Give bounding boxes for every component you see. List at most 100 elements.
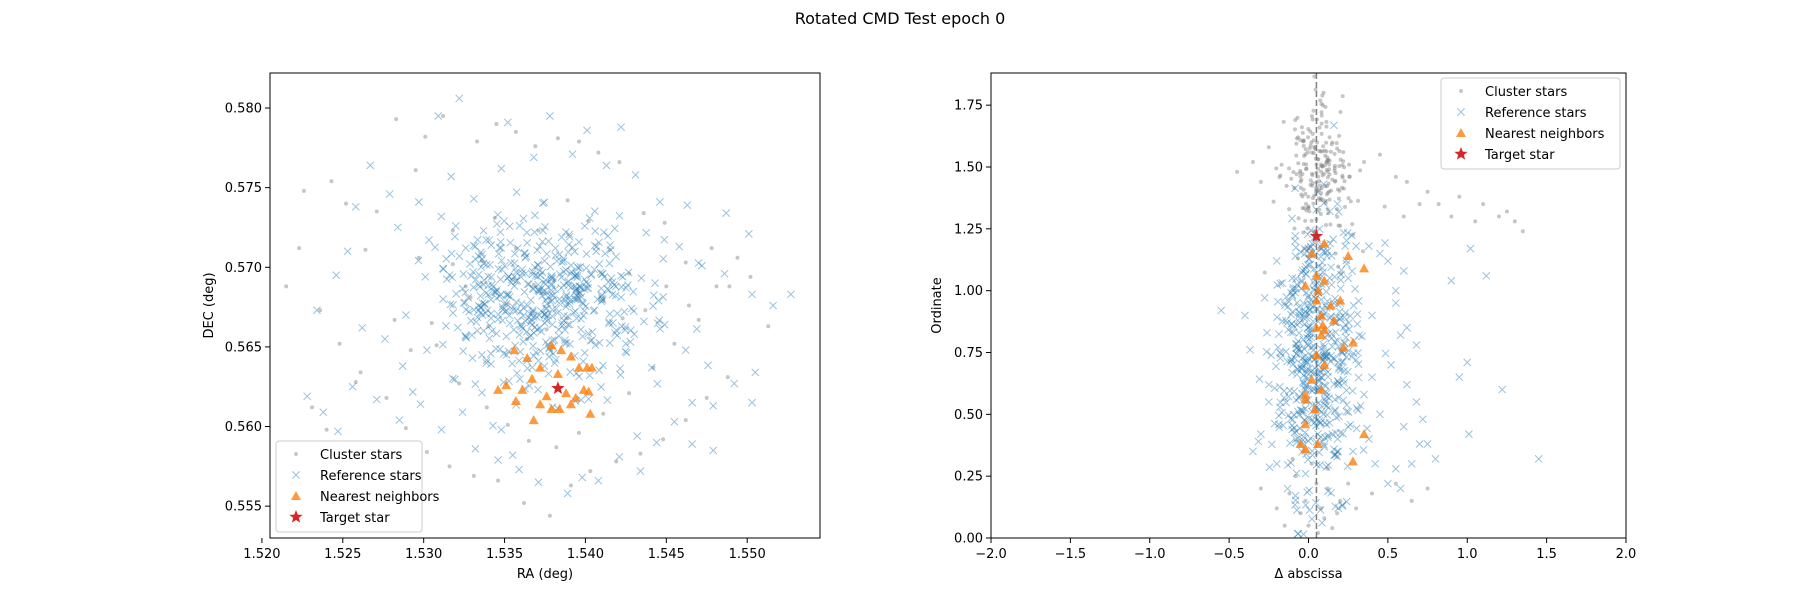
x-point [1319, 340, 1328, 349]
x-point [1317, 344, 1325, 353]
x-point [1288, 425, 1297, 434]
x-point [471, 255, 480, 264]
x-point [1301, 501, 1310, 509]
x-point [584, 284, 593, 293]
dot-point [536, 228, 541, 233]
dot-point [586, 219, 591, 224]
legend-box [275, 440, 423, 533]
triangle-point [583, 386, 594, 396]
x-point [572, 314, 581, 323]
x-point [395, 416, 404, 425]
x-point [1276, 354, 1285, 363]
dot-point [614, 459, 619, 464]
x-point [1396, 331, 1405, 340]
x-point [1348, 267, 1357, 276]
x-point [1342, 400, 1351, 409]
x-point [534, 280, 543, 289]
x-point [520, 249, 529, 258]
x-point [476, 308, 485, 317]
x-point [557, 258, 566, 267]
x-point [577, 395, 586, 404]
x-point [612, 252, 621, 261]
x-point [1319, 247, 1328, 256]
x-point [1288, 368, 1297, 377]
x-point [1286, 357, 1295, 366]
x-point [1289, 283, 1298, 292]
x-point [564, 248, 573, 257]
dot-point [1308, 129, 1313, 134]
x-point [591, 341, 600, 350]
dot-point [1289, 176, 1294, 181]
x-point [1301, 384, 1310, 393]
dot-point [1347, 174, 1352, 179]
x-point [1297, 406, 1306, 415]
x-point [1323, 388, 1332, 397]
x-point [1320, 353, 1329, 362]
x-point [1289, 322, 1298, 331]
y-tick-label: 1.25 [954, 222, 983, 237]
x-point [561, 336, 569, 345]
x-point [1287, 458, 1295, 467]
dot-point [1333, 178, 1338, 183]
x-point [576, 288, 585, 297]
x-point [569, 308, 578, 317]
x-point [535, 242, 544, 251]
x-point [616, 370, 625, 379]
x-point [482, 260, 491, 269]
x-point [1293, 320, 1302, 329]
dot-point [1306, 135, 1311, 140]
x-point [517, 322, 526, 331]
triangle-point [1300, 394, 1311, 404]
dot-point [1338, 157, 1343, 162]
x-tick-label: −0.5 [1213, 547, 1245, 562]
x-point [1310, 418, 1319, 427]
x-point [1391, 299, 1400, 307]
x-point [592, 242, 601, 251]
x-point [617, 123, 625, 132]
x-point [303, 392, 312, 401]
x-point [536, 347, 545, 356]
dot-point [1327, 167, 1332, 172]
dot-point [672, 341, 677, 346]
x-point [584, 394, 593, 403]
x-point [499, 349, 508, 358]
x-point [469, 283, 478, 292]
dot-point [1316, 166, 1321, 171]
dot-point [1298, 168, 1303, 173]
x-point [1324, 431, 1333, 440]
x-point [1322, 352, 1331, 360]
x-point [1295, 410, 1304, 419]
x-point [542, 313, 551, 322]
dot-point [1335, 214, 1340, 219]
x-point [471, 242, 480, 251]
x-point [575, 288, 584, 297]
dot-point [1308, 143, 1313, 148]
x-point [1302, 313, 1311, 322]
y-tick-label: 0.75 [954, 346, 983, 361]
x-point [1293, 298, 1302, 307]
dot-point [1327, 189, 1332, 194]
dot-point [1497, 214, 1501, 219]
x-point [1354, 373, 1363, 382]
triangle-point [528, 415, 539, 425]
triangle-point [493, 384, 504, 394]
x-point [1304, 291, 1313, 300]
x-point [1534, 454, 1543, 463]
x-point [539, 278, 548, 287]
x-point [1340, 366, 1349, 375]
x-point [539, 226, 547, 235]
x-point [1336, 276, 1345, 284]
x-point [1341, 327, 1350, 336]
x-point [594, 476, 603, 485]
dot-point [575, 290, 580, 295]
x-point [563, 278, 572, 287]
x-point [380, 334, 389, 343]
x-point [579, 311, 588, 320]
x-point [548, 305, 557, 314]
x-point [562, 300, 571, 309]
x-point [533, 260, 542, 269]
x-point [597, 383, 606, 391]
x-point [596, 268, 605, 277]
x-point [1264, 398, 1273, 406]
